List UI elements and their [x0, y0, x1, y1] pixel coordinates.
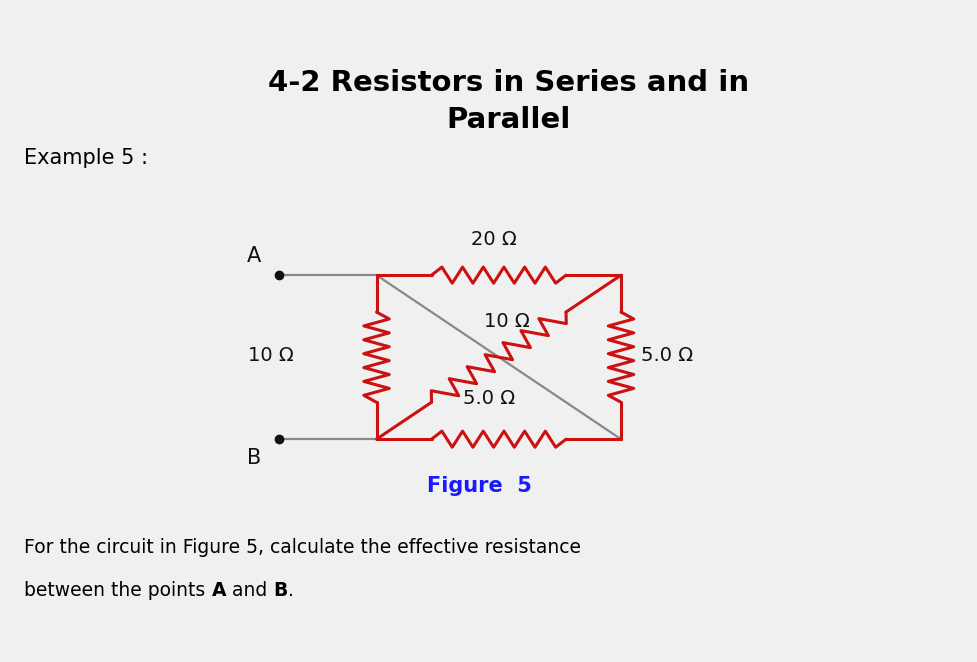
Text: .: .	[287, 581, 293, 600]
Text: A: A	[246, 246, 261, 266]
Text: A: A	[211, 581, 226, 600]
Text: between the points: between the points	[24, 581, 211, 600]
Text: Example 5 :: Example 5 :	[24, 148, 149, 167]
Text: Parallel: Parallel	[446, 107, 571, 134]
Text: 20 Ω: 20 Ω	[471, 230, 516, 248]
Text: 10 Ω: 10 Ω	[484, 312, 530, 331]
Text: Figure  5: Figure 5	[426, 475, 531, 496]
Text: 10 Ω: 10 Ω	[247, 346, 293, 365]
Text: 5.0 Ω: 5.0 Ω	[462, 389, 515, 408]
Text: and: and	[226, 581, 274, 600]
Text: B: B	[274, 581, 287, 600]
Text: 4-2 Resistors in Series and in: 4-2 Resistors in Series and in	[268, 70, 748, 97]
Text: 5.0 Ω: 5.0 Ω	[640, 346, 692, 365]
Text: For the circuit in Figure 5, calculate the effective resistance: For the circuit in Figure 5, calculate t…	[24, 538, 581, 557]
Text: B: B	[246, 448, 261, 469]
